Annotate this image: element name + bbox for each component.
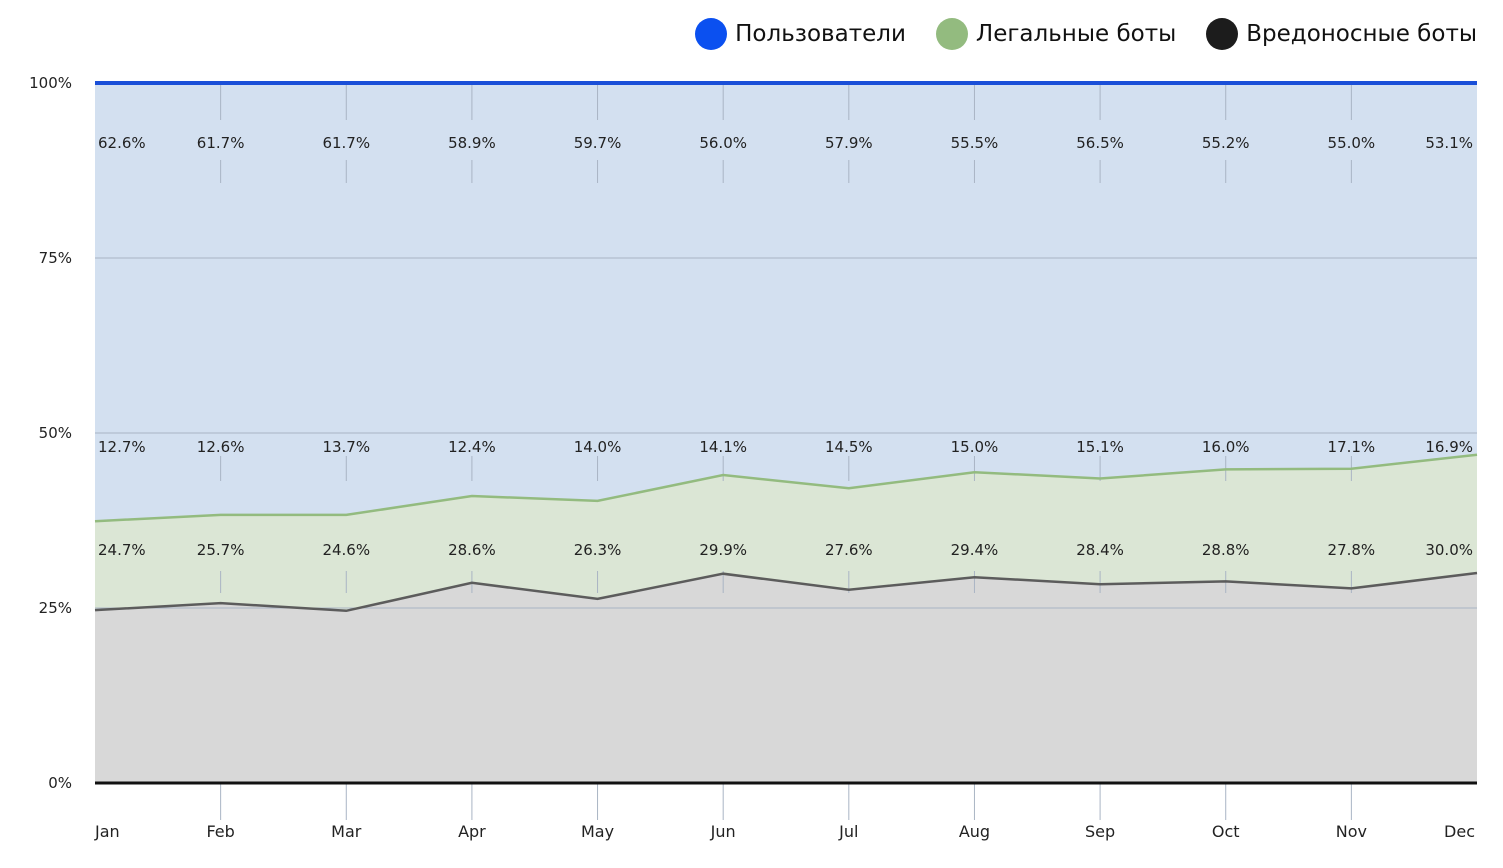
data-label-malicious-bots: 27.6%	[825, 541, 873, 559]
x-tick-label: Jul	[838, 822, 858, 841]
legend-item-legit-bots[interactable]: Легальные боты	[935, 18, 1177, 50]
data-label-malicious-bots: 29.9%	[699, 541, 747, 559]
data-label-legit-bots: 12.4%	[448, 438, 496, 456]
data-label-malicious-bots: 30.0%	[1425, 541, 1473, 559]
x-tick-label: Aug	[959, 822, 990, 841]
data-label-malicious-bots: 28.6%	[448, 541, 496, 559]
legend-label-malicious-bots: Вредоносные боты	[1246, 21, 1477, 47]
line-malicious-bots	[94, 571, 1478, 613]
x-tick-label: Jan	[94, 822, 120, 841]
x-tick-label: Apr	[458, 822, 486, 841]
data-label-legit-bots: 15.0%	[951, 438, 999, 456]
data-label-users: 55.0%	[1328, 134, 1376, 152]
data-label-malicious-bots: 26.3%	[574, 541, 622, 559]
data-label-legit-bots: 14.5%	[825, 438, 873, 456]
legend-swatch-malicious-bots	[1206, 18, 1239, 50]
data-label-users: 61.7%	[197, 134, 245, 152]
legend-label-legit-bots: Легальные боты	[975, 21, 1177, 47]
data-label-users: 57.9%	[825, 134, 873, 152]
line-legit-bots	[94, 453, 1478, 523]
data-label-users: 62.6%	[98, 134, 146, 152]
y-tick-label: 0%	[48, 774, 72, 792]
data-label-malicious-bots: 24.7%	[98, 541, 146, 559]
area-malicious-bots	[95, 573, 1477, 783]
data-label-malicious-bots: 24.6%	[322, 541, 370, 559]
legend-item-users[interactable]: Пользователи	[695, 18, 906, 50]
y-tick-label: 75%	[39, 249, 72, 267]
data-label-legit-bots: 12.7%	[98, 438, 146, 456]
y-tick-label: 100%	[29, 74, 72, 92]
legend-label-users: Пользователи	[735, 21, 906, 47]
x-tick-label: Mar	[331, 822, 362, 841]
data-label-malicious-bots: 28.4%	[1076, 541, 1124, 559]
data-label-users: 55.2%	[1202, 134, 1250, 152]
legend-item-malicious-bots[interactable]: Вредоносные боты	[1206, 18, 1477, 50]
data-label-legit-bots: 14.1%	[699, 438, 747, 456]
x-tick-label: Dec	[1444, 822, 1475, 841]
data-label-malicious-bots: 25.7%	[197, 541, 245, 559]
data-label-malicious-bots: 27.8%	[1328, 541, 1376, 559]
data-label-legit-bots: 16.9%	[1425, 438, 1473, 456]
data-label-users: 56.0%	[699, 134, 747, 152]
data-label-users: 59.7%	[574, 134, 622, 152]
y-tick-label: 25%	[39, 599, 72, 617]
data-label-legit-bots: 15.1%	[1076, 438, 1124, 456]
data-label-users: 53.1%	[1425, 134, 1473, 152]
area-legit-bots	[95, 454, 1477, 611]
data-label-legit-bots: 12.6%	[197, 438, 245, 456]
legend-swatch-legit-bots	[935, 18, 968, 50]
area-users	[95, 83, 1477, 522]
x-tick-label: Sep	[1085, 822, 1115, 841]
data-label-legit-bots: 13.7%	[322, 438, 370, 456]
data-label-users: 61.7%	[322, 134, 370, 152]
x-tick-label: Oct	[1212, 822, 1240, 841]
x-tick-label: Jun	[710, 822, 736, 841]
data-label-users: 55.5%	[951, 134, 999, 152]
axes: 0% 25% 50% 75% 100% Jan Feb Mar Apr May Jun Jul Aug S…	[29, 74, 1477, 841]
data-labels: 62.6% 61.7% 61.7% 58.9% 59.7% 56.0% 57.9% 55.5%…	[98, 134, 1473, 559]
data-label-users: 58.9%	[448, 134, 496, 152]
x-tick-label: Nov	[1336, 822, 1367, 841]
data-label-legit-bots: 14.0%	[574, 438, 622, 456]
data-label-users: 56.5%	[1076, 134, 1124, 152]
series-lines	[94, 81, 1478, 613]
data-label-malicious-bots: 29.4%	[951, 541, 999, 559]
area-fills	[95, 83, 1477, 783]
legend: Пользователи Легальные боты Вредоносные …	[695, 18, 1477, 50]
data-label-legit-bots: 16.0%	[1202, 438, 1250, 456]
x-tick-label: Feb	[206, 822, 234, 841]
x-tick-label: May	[581, 822, 614, 841]
y-tick-label: 50%	[39, 424, 72, 442]
data-label-malicious-bots: 28.8%	[1202, 541, 1250, 559]
legend-swatch-users	[695, 18, 728, 50]
data-label-legit-bots: 17.1%	[1328, 438, 1376, 456]
